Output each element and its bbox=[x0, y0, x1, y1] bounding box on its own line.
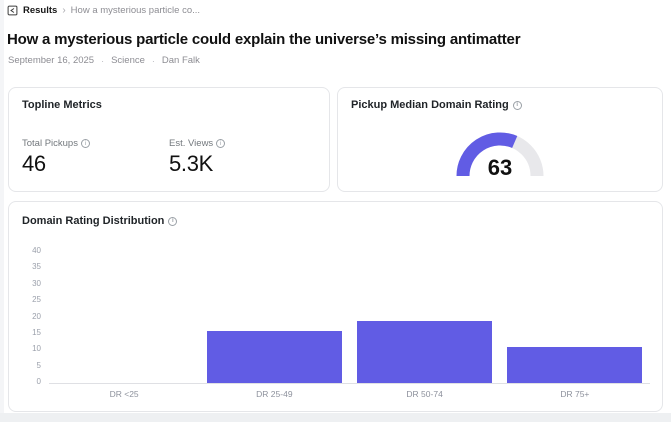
info-icon[interactable]: i bbox=[80, 139, 90, 148]
article-meta: September 16, 2025 · Science · Dan Falk bbox=[8, 55, 200, 66]
top-cards-row: Topline Metrics Total Pickups i 46 Est. … bbox=[8, 87, 663, 192]
info-icon[interactable]: i bbox=[168, 216, 178, 226]
bottom-strip bbox=[0, 413, 671, 422]
topline-metrics: Total Pickups i 46 Est. Views i 5.3K bbox=[22, 138, 316, 177]
bar-slot bbox=[199, 253, 349, 383]
meta-separator: · bbox=[101, 55, 105, 66]
metric-value: 46 bbox=[22, 151, 46, 176]
results-back-icon[interactable] bbox=[7, 5, 18, 16]
left-edge-strip bbox=[0, 0, 4, 422]
chart-bars bbox=[49, 253, 650, 383]
y-axis-tick: 25 bbox=[32, 295, 41, 305]
chart-card-title-text: Domain Rating Distribution bbox=[22, 215, 165, 227]
y-axis-tick: 35 bbox=[32, 262, 41, 272]
gauge-arc bbox=[456, 132, 544, 177]
article-category: Science bbox=[111, 55, 145, 66]
topline-metrics-card: Topline Metrics Total Pickups i 46 Est. … bbox=[8, 87, 330, 192]
x-axis-label: DR <25 bbox=[109, 389, 139, 399]
bar-dr-75-[interactable] bbox=[507, 347, 643, 383]
info-icon[interactable]: i bbox=[216, 139, 226, 148]
bar-dr-50-74[interactable] bbox=[357, 321, 493, 383]
meta-separator: · bbox=[151, 55, 155, 66]
y-axis-tick: 5 bbox=[36, 360, 41, 370]
info-icon[interactable]: i bbox=[512, 100, 522, 110]
y-axis-tick: 0 bbox=[36, 377, 41, 386]
x-axis-label: DR 75+ bbox=[560, 389, 590, 399]
metric-label: Est. Views bbox=[169, 138, 214, 149]
topline-card-title: Topline Metrics bbox=[22, 99, 316, 111]
chart-plot bbox=[49, 253, 650, 384]
breadcrumb-current: How a mysterious particle co... bbox=[70, 5, 201, 16]
topline-card-title-text: Topline Metrics bbox=[22, 99, 102, 111]
article-author: Dan Falk bbox=[161, 55, 200, 66]
bar-slot bbox=[49, 253, 199, 383]
page-title: How a mysterious particle could explain … bbox=[7, 31, 521, 48]
y-axis-tick: 20 bbox=[32, 311, 41, 321]
metric-est-views: Est. Views i 5.3K bbox=[169, 138, 316, 177]
bar-slot bbox=[500, 253, 650, 383]
bar-slot bbox=[350, 253, 500, 383]
metric-label: Total Pickups bbox=[22, 138, 78, 149]
dr-distribution-card: Domain Rating Distribution i 0 5 10 15 20 25 3… bbox=[8, 201, 663, 412]
y-axis-tick: 10 bbox=[32, 344, 41, 354]
bar-dr-25-49[interactable] bbox=[206, 331, 342, 383]
gauge-card-title-text: Pickup Median Domain Rating bbox=[351, 99, 509, 111]
x-axis-label: DR 50-74 bbox=[406, 389, 443, 399]
chart-x-axis: DR <25 DR 25-49 DR 50-74 DR 75+ bbox=[49, 389, 650, 399]
gauge-value: 63 bbox=[487, 155, 513, 180]
metric-value: 5.3K bbox=[169, 151, 214, 176]
gauge-card-title: Pickup Median Domain Rating i bbox=[351, 99, 649, 111]
domain-rating-gauge: 63 bbox=[448, 126, 552, 180]
y-axis-tick: 40 bbox=[32, 246, 41, 255]
breadcrumb-separator-icon: › bbox=[62, 4, 66, 16]
breadcrumb-results-link[interactable]: Results bbox=[23, 5, 58, 16]
y-axis-tick: 30 bbox=[32, 278, 41, 288]
median-domain-rating-card: Pickup Median Domain Rating i 63 bbox=[337, 87, 663, 192]
x-axis-label: DR 25-49 bbox=[256, 389, 293, 399]
article-date: September 16, 2025 bbox=[8, 55, 95, 66]
chart-y-axis: 0 5 10 15 20 25 30 35 40 bbox=[9, 247, 41, 386]
y-axis-tick: 15 bbox=[32, 327, 41, 337]
breadcrumb: Results › How a mysterious particle co..… bbox=[7, 5, 200, 16]
chart-card-title: Domain Rating Distribution i bbox=[22, 215, 649, 227]
metric-total-pickups: Total Pickups i 46 bbox=[22, 138, 169, 177]
